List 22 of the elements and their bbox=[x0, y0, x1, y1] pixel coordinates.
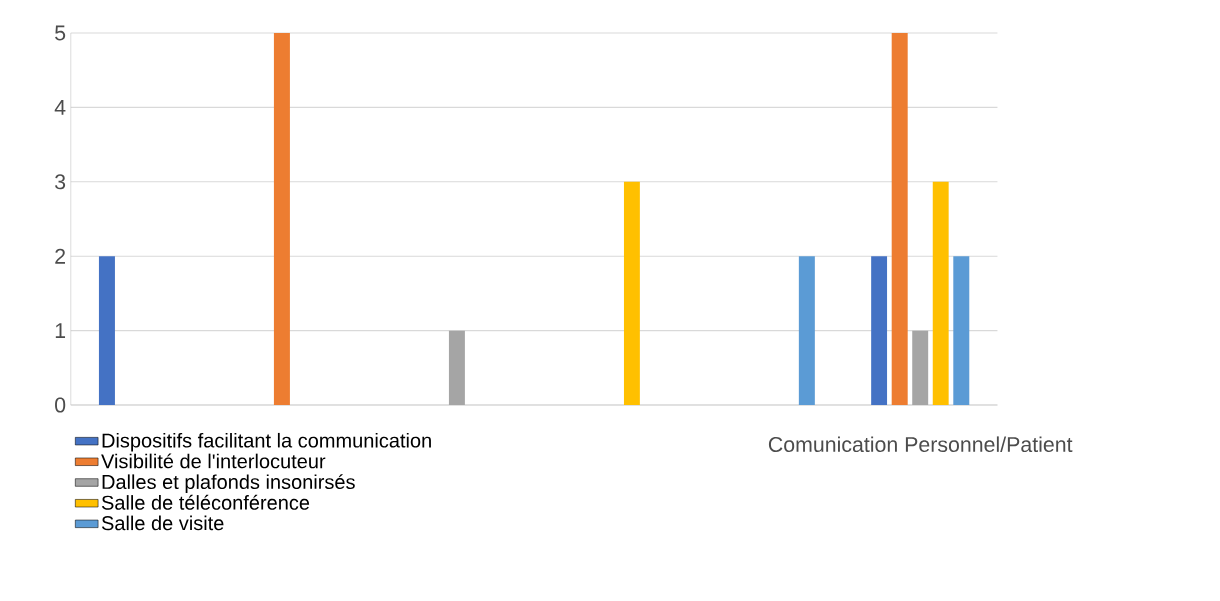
bar bbox=[871, 256, 888, 405]
y-tick-label: 5 bbox=[55, 25, 66, 41]
legend-label: Visibilité de l'interlocuteur bbox=[101, 453, 326, 469]
y-tick-label: 4 bbox=[54, 100, 66, 115]
bar bbox=[623, 181, 640, 405]
bar bbox=[273, 33, 290, 405]
bar bbox=[953, 256, 970, 405]
legend-label: Salle de visite bbox=[101, 515, 224, 531]
bar bbox=[891, 33, 908, 405]
x-tick-label: Comunication Personnel/Patient bbox=[768, 436, 1073, 453]
bar bbox=[98, 256, 115, 405]
y-tick-label: 1 bbox=[55, 323, 66, 338]
y-tick-label: 3 bbox=[55, 174, 66, 190]
legend-label: Dispositifs facilitant la communication bbox=[102, 432, 431, 452]
bar bbox=[912, 330, 929, 405]
legend-label: Dalles et plafonds insonirsés bbox=[102, 474, 355, 494]
y-tick-label: 2 bbox=[55, 248, 65, 264]
bar bbox=[448, 330, 465, 405]
legend-label: Salle de téléconférence bbox=[101, 494, 310, 510]
bar bbox=[798, 256, 815, 405]
y-tick-label: 0 bbox=[55, 397, 66, 413]
bar bbox=[932, 181, 949, 405]
